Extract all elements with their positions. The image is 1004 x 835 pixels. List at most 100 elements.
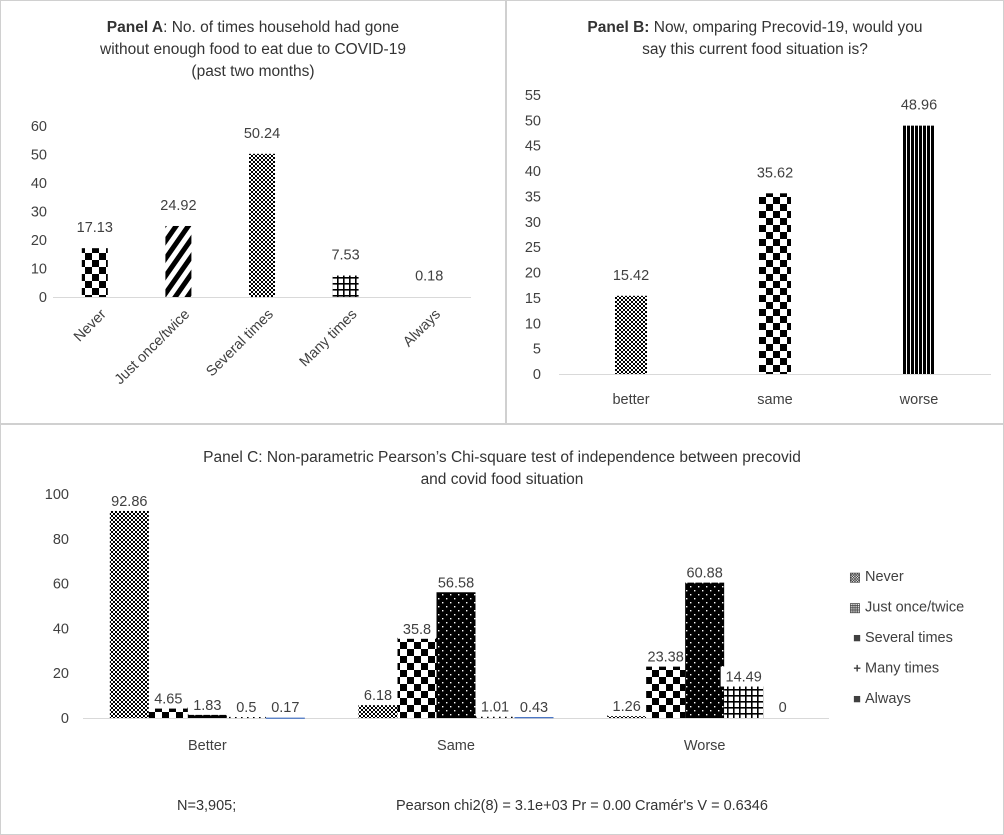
legend-marker: ▦ [849,600,861,615]
bar [249,153,275,297]
x-tick-label: Always [400,307,444,351]
bar [646,665,686,718]
bar [109,509,149,718]
y-tick-label: 60 [53,577,69,593]
x-tick-label: Never [71,306,110,345]
panel-c-title: Panel C: Non-parametric Pearson’s Chi-sq… [1,447,1003,491]
sample-size-note: N=3,905; [177,798,237,814]
legend-label: Just once/twice [865,600,964,616]
legend-marker: ▩ [849,569,861,584]
panel-a-title-line-3: (past two months) [191,63,315,80]
data-label: 24.92 [160,198,196,214]
data-label: 6.18 [364,688,392,704]
legend-label: Never [865,569,904,585]
data-label: 1.83 [193,698,221,714]
x-tick-label: Many times [297,307,361,371]
y-tick-label: 50 [31,148,47,164]
data-label: 35.8 [403,622,431,638]
legend-label: Many times [865,661,939,677]
data-label: 48.96 [901,98,937,114]
panel-b-title-line-2: say this current food situation is? [642,41,868,58]
data-label: 7.53 [331,248,359,264]
data-label: 56.58 [438,575,474,591]
y-tick-label: 55 [525,88,541,104]
data-label-box [188,694,227,715]
bar [148,707,188,718]
bar [685,581,725,718]
x-tick-label: Just once/twice [112,307,193,388]
y-tick-label: 10 [31,262,47,278]
data-label: 23.38 [648,650,684,666]
y-tick-label: 100 [45,487,69,503]
data-label: 50.24 [244,126,280,142]
bar [615,295,647,374]
bar [759,193,791,374]
legend-marker: ■ [853,630,861,645]
panel-a-title-text: : No. of times household had gone [163,19,400,36]
y-tick-label: 60 [31,119,47,135]
data-label-box [607,696,646,717]
data-label-box [515,697,553,717]
panel-a: Panel A: No. of times household had gone… [0,0,506,424]
y-tick-label: 0 [61,711,69,727]
chi-square-stats: Pearson chi2(8) = 3.1e+03 Pr = 0.00 Cram… [396,798,768,814]
panel-b: Panel B: Now, omparing Precovid-19, woul… [506,0,1004,424]
x-tick-label: Worse [684,738,726,754]
chart-a: 0 10 20 30 40 50 60 17.13 Never 24.92 Just once/tw… [31,119,471,388]
bar [332,275,359,297]
data-label-box [433,572,479,593]
data-label: 1.26 [613,699,641,715]
data-label: 4.65 [154,692,182,708]
panel-c-title-line-2: and covid food situation [420,471,584,488]
panel-b-title: Panel B: Now, omparing Precovid-19, woul… [507,17,1003,61]
panel-b-title-text: Now, omparing Precovid-19, would you [649,19,923,36]
data-label: 17.13 [77,220,113,236]
y-tick-label: 20 [53,666,69,682]
bar [475,715,515,718]
bar [436,591,476,718]
data-label-box [775,697,790,717]
data-label-box [642,646,689,667]
y-tick-label: 10 [525,316,541,332]
data-label-box [231,697,262,717]
bar [358,704,398,718]
bar [514,717,554,719]
x-tick-label: Several times [203,307,276,380]
bar [397,637,437,718]
y-tick-label: 15 [525,291,541,307]
bar [607,715,647,718]
bar [187,713,227,718]
data-label-box [398,618,436,639]
data-label: 92.86 [111,494,147,510]
x-tick-label: better [612,392,649,408]
y-tick-label: 5 [533,342,541,358]
bar [165,225,192,297]
y-tick-label: 45 [525,139,541,155]
panel-c-title-line-1: Panel C: Non-parametric Pearson’s Chi-sq… [203,449,801,466]
y-tick-label: 40 [31,176,47,192]
data-label: 15.42 [613,268,649,284]
bar [226,716,266,719]
panel-a-title-line-2: without enough food to eat due to COVID-… [100,41,406,58]
legend-label: Always [865,691,911,707]
data-label-box [266,697,305,717]
data-label-box [149,688,188,709]
data-label: 35.62 [757,165,793,181]
panel-b-title-line-1: Panel B: Now, omparing Precovid-19, woul… [507,17,1003,39]
y-tick-label: 25 [525,240,541,256]
bar [724,685,764,718]
y-tick-label: 20 [525,266,541,282]
bar [265,717,305,719]
bar [903,125,935,374]
x-tick-label: Same [437,738,475,754]
y-tick-label: 30 [525,215,541,231]
panel-a-title-bold: Panel A [106,19,164,36]
bar [81,248,108,297]
legend-marker: ■ [853,691,861,706]
y-tick-label: 40 [53,621,69,637]
data-label: 0.5 [236,700,256,716]
y-tick-label: 0 [533,367,541,383]
data-label: 1.01 [481,700,509,716]
legend-marker: + [853,661,861,676]
panel-b-title-bold: Panel B: [587,19,650,36]
